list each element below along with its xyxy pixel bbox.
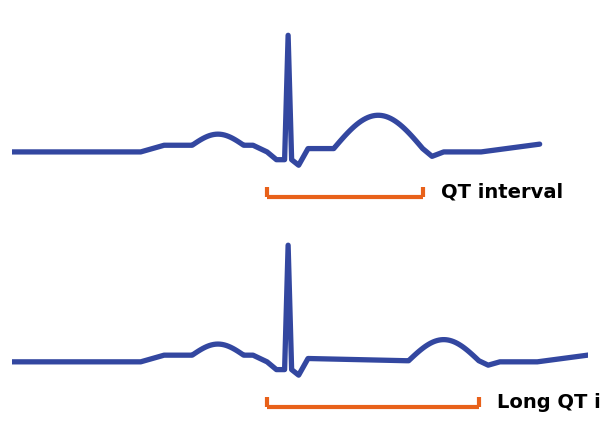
Text: QT interval: QT interval (440, 183, 563, 202)
Text: Long QT interval: Long QT interval (497, 393, 600, 412)
